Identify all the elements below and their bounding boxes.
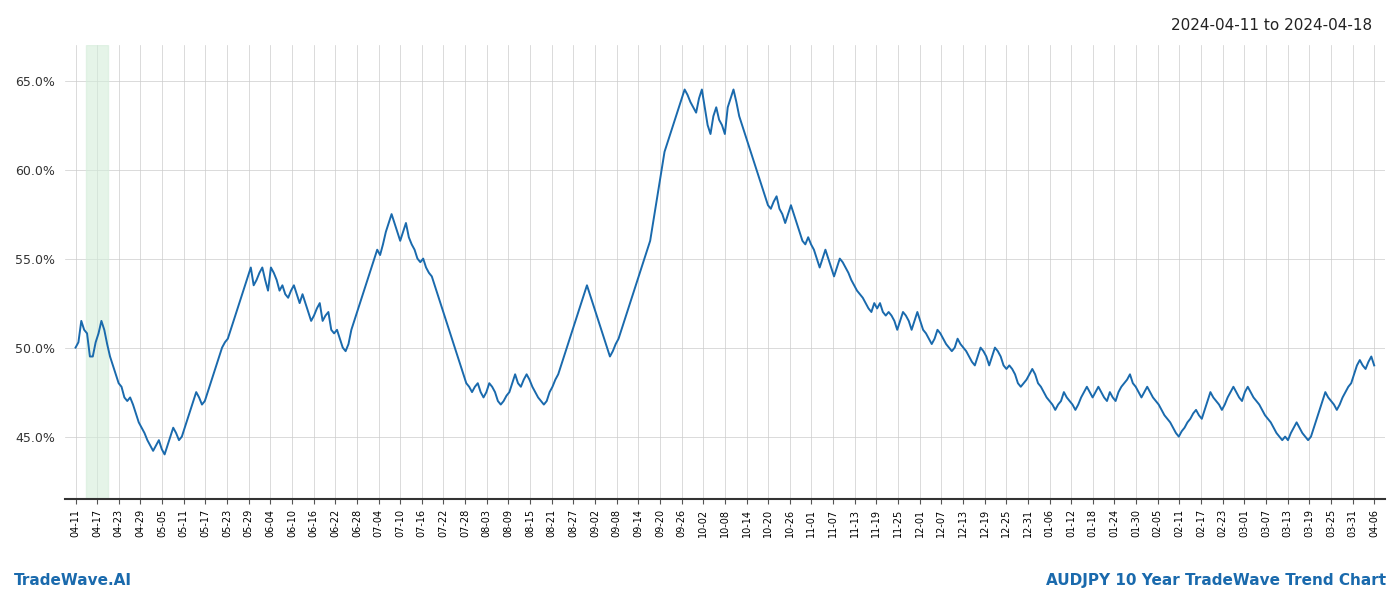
Text: TradeWave.AI: TradeWave.AI [14,573,132,588]
Bar [87,45,108,499]
Text: AUDJPY 10 Year TradeWave Trend Chart: AUDJPY 10 Year TradeWave Trend Chart [1046,573,1386,588]
Text: 2024-04-11 to 2024-04-18: 2024-04-11 to 2024-04-18 [1170,18,1372,33]
